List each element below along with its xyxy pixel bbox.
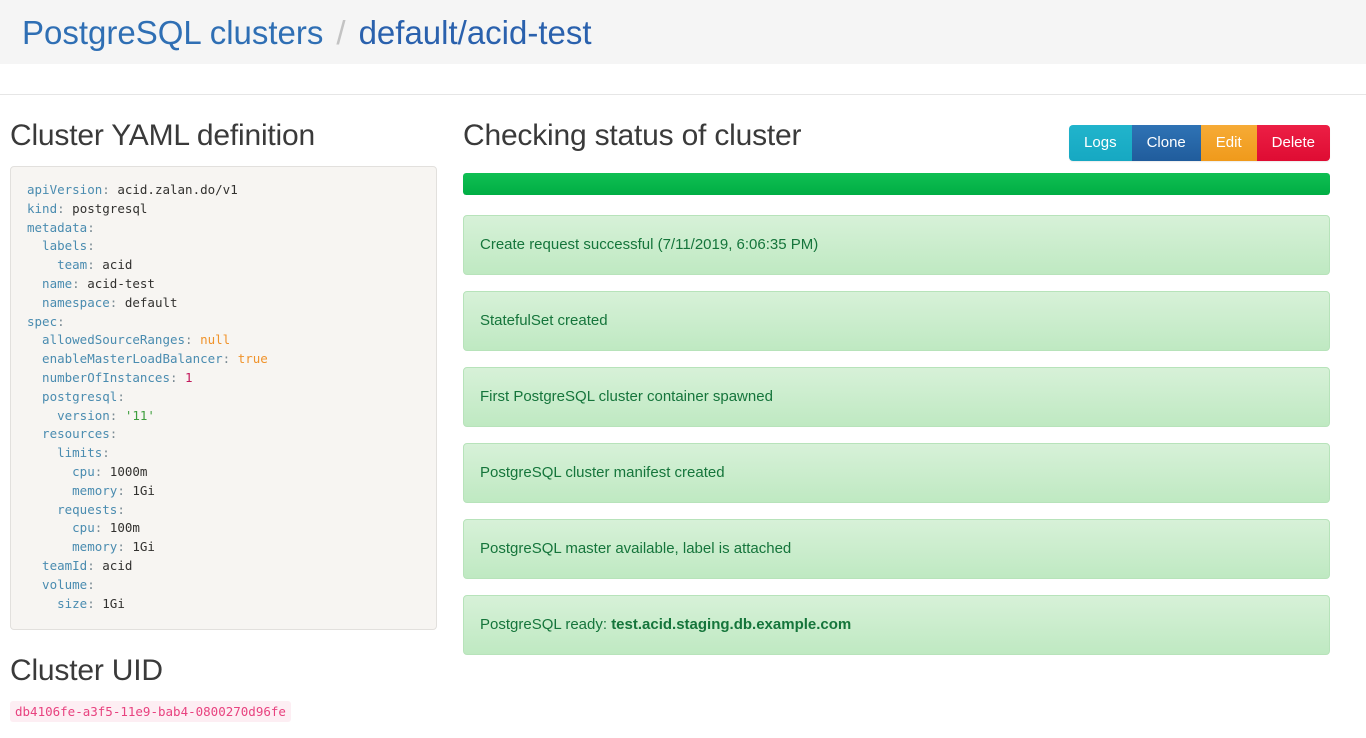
yaml-token: memory [27,539,118,555]
yaml-column: Cluster YAML definition apiVersion: acid… [0,95,456,723]
yaml-token: : [87,257,95,273]
yaml-token: : [87,219,95,235]
breadcrumb-link-current[interactable]: default/acid-test [358,13,592,51]
status-message: PostgreSQL ready: test.acid.staging.db.e… [463,595,1330,655]
yaml-token: : [117,482,125,498]
yaml-token: limits [27,445,103,461]
status-message-list: Create request successful (7/11/2019, 6:… [463,215,1330,655]
yaml-token: null [192,332,231,348]
yaml-token: spec [27,313,58,329]
yaml-token: resources [27,426,110,442]
status-message-text: PostgreSQL ready: [480,616,612,633]
status-header-row: Checking status of cluster Logs Clone Edit… [463,119,1330,161]
yaml-token: : [109,426,118,442]
status-message-host: test.acid.staging.db.example.com [611,616,852,633]
yaml-panel: apiVersion: acid.zalan.do/v1 kind: postg… [10,166,437,631]
yaml-token: requests [27,501,118,517]
yaml-token: postgresql [27,388,118,404]
breadcrumb-separator: / [336,13,346,51]
status-message: PostgreSQL master available, label is at… [463,519,1330,579]
uid-section-title: Cluster UID [10,654,163,688]
yaml-token: : [57,200,65,216]
status-progress-bar [463,173,1330,195]
yaml-code-block: apiVersion: acid.zalan.do/v1 kind: postg… [27,181,420,613]
yaml-token: default [117,294,178,310]
yaml-token: : [102,445,110,461]
yaml-token: : [109,407,118,423]
cluster-action-buttons: Logs Clone Edit Delete [1069,125,1330,161]
yaml-token: : [102,182,110,197]
yaml-section-title: Cluster YAML definition [10,119,315,152]
yaml-token: numberOfInstances [27,369,170,385]
yaml-token: version [27,407,110,423]
status-message-text: Create request successful (7/11/2019, 6:… [480,236,819,253]
clone-button[interactable]: Clone [1131,125,1201,161]
yaml-token: 1 [177,369,193,385]
yaml-token: apiVersion [27,182,103,197]
yaml-token: : [185,332,193,348]
breadcrumb: PostgreSQL clusters / default/acid-test [22,16,592,49]
yaml-token: acid.zalan.do/v1 [109,182,238,197]
yaml-token: 100m [102,520,140,536]
page-body: Cluster YAML definition apiVersion: acid… [0,95,1366,723]
yaml-token: enableMasterLoadBalancer [27,351,223,367]
header-divider [0,94,1366,95]
yaml-token: teamId [27,557,88,573]
yaml-token: : [87,576,95,592]
status-message: StatefulSet created [463,291,1330,351]
yaml-token: labels [27,238,88,254]
status-column: Checking status of cluster Logs Clone Edit… [456,95,1348,722]
yaml-token: '11' [117,407,155,423]
status-section-title: Checking status of cluster [463,119,802,152]
status-message-text: StatefulSet created [480,312,608,329]
yaml-token: team [27,257,88,273]
yaml-token: acid [94,557,133,573]
cluster-uid-value: db4106fe-a3f5-11e9-bab4-0800270d96fe [10,701,291,723]
yaml-token: : [94,463,103,479]
status-progress-fill [463,173,1330,195]
yaml-token: : [170,369,178,385]
yaml-token: postgresql [64,200,148,216]
yaml-token: : [222,351,231,367]
delete-button[interactable]: Delete [1256,125,1330,161]
yaml-token: volume [27,576,88,592]
yaml-token: metadata [27,219,88,235]
yaml-token: 1Gi [94,595,125,611]
yaml-token: : [87,557,95,573]
yaml-token: : [87,238,95,254]
yaml-token: cpu [27,520,95,536]
breadcrumb-link-clusters[interactable]: PostgreSQL clusters [22,13,324,51]
yaml-token: true [230,351,268,367]
yaml-token: 1Gi [124,482,155,498]
status-message-text: First PostgreSQL cluster container spawn… [480,388,773,405]
logs-button[interactable]: Logs [1069,125,1132,161]
yaml-token: kind [27,200,58,216]
yaml-token: : [72,275,80,291]
status-message: First PostgreSQL cluster container spawn… [463,367,1330,427]
yaml-token: : [117,388,125,404]
status-message-text: PostgreSQL master available, label is at… [480,540,792,557]
breadcrumb-bar: PostgreSQL clusters / default/acid-test [0,0,1366,64]
yaml-token: acid [94,257,133,273]
yaml-token: name [27,275,73,291]
yaml-token: : [94,520,103,536]
yaml-token: : [117,539,125,555]
yaml-token: : [117,501,125,517]
yaml-token: namespace [27,294,110,310]
yaml-token: allowedSourceRanges [27,332,186,348]
yaml-token: : [57,313,65,329]
yaml-token: : [109,294,118,310]
yaml-token: memory [27,482,118,498]
status-message-text: PostgreSQL cluster manifest created [480,464,725,481]
yaml-token: 1000m [102,463,148,479]
yaml-token: 1Gi [124,539,155,555]
edit-button[interactable]: Edit [1200,125,1257,161]
yaml-token: acid-test [79,275,155,291]
status-message: Create request successful (7/11/2019, 6:… [463,215,1330,275]
yaml-token: : [87,595,95,611]
yaml-token: size [27,595,88,611]
yaml-token: cpu [27,463,95,479]
status-message: PostgreSQL cluster manifest created [463,443,1330,503]
